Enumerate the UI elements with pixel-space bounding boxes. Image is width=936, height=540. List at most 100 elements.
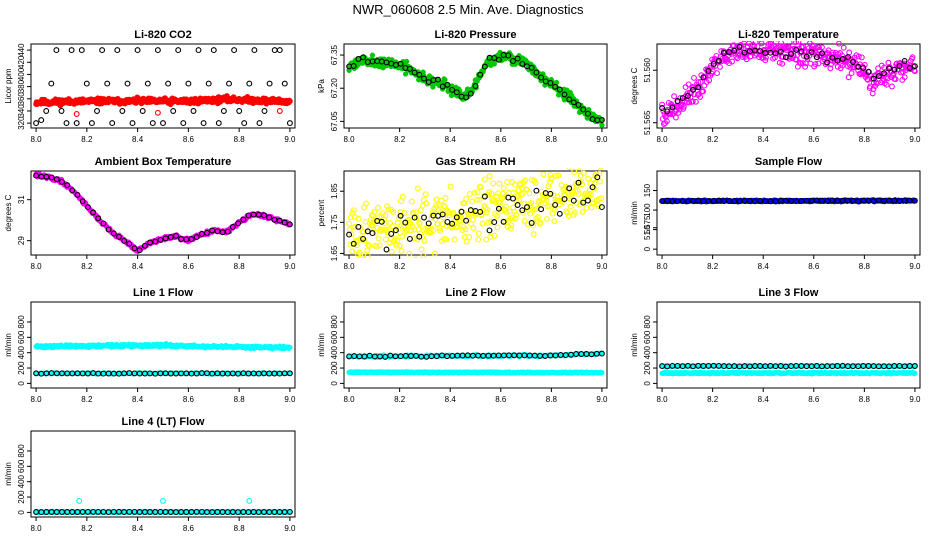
data-point <box>772 50 779 57</box>
x-tick-label: 8.2 <box>394 135 406 144</box>
data-point <box>64 182 71 189</box>
data-point <box>512 215 519 222</box>
data-point <box>891 66 898 73</box>
data-point <box>848 70 855 77</box>
data-point <box>598 168 604 170</box>
data-point <box>90 209 97 216</box>
plot-area <box>346 350 605 376</box>
data-point <box>553 172 560 179</box>
data-point <box>574 188 581 195</box>
data-point <box>813 54 820 61</box>
y-tick-label: 200 <box>17 361 26 375</box>
data-point <box>588 191 595 198</box>
y-axis-label: ml/min <box>630 201 639 225</box>
series-discrete <box>346 174 605 253</box>
data-point <box>758 41 765 47</box>
plot-area <box>33 341 293 377</box>
data-point <box>538 206 545 213</box>
y-tick-label: 67.35 <box>330 44 339 65</box>
data-point <box>281 219 288 226</box>
data-point <box>483 209 490 216</box>
data-point <box>663 118 670 125</box>
data-point <box>435 76 441 83</box>
x-tick-label: 8.6 <box>808 262 820 271</box>
x-tick-label: 8.8 <box>546 135 558 144</box>
plot-frame <box>30 301 296 389</box>
series-discrete <box>659 43 918 115</box>
y-tick-label: 51.575 <box>643 215 652 240</box>
x-tick-label: 8.4 <box>445 395 457 404</box>
data-point <box>578 178 585 185</box>
data-point <box>547 172 554 179</box>
data-point <box>447 183 454 190</box>
data-point <box>443 236 450 243</box>
series-discrete <box>33 370 293 377</box>
data-point <box>566 168 573 171</box>
data-point <box>392 227 399 234</box>
data-point <box>675 109 682 116</box>
data-point <box>812 61 819 68</box>
data-point <box>540 171 547 178</box>
data-point <box>561 196 568 203</box>
data-point <box>430 208 436 215</box>
data-point <box>585 175 592 182</box>
data-point <box>399 193 406 200</box>
data-point <box>231 47 238 54</box>
y-tick-label: 29 <box>17 236 26 245</box>
data-point <box>78 47 85 54</box>
data-point <box>433 196 440 203</box>
data-point <box>551 218 558 225</box>
data-point <box>371 209 378 215</box>
data-point <box>420 253 427 258</box>
x-tick-label: 8.0 <box>656 262 668 271</box>
data-point <box>486 173 493 180</box>
plot-frame <box>343 43 608 129</box>
y-tick-label: 1.75 <box>330 214 339 230</box>
data-point <box>598 195 605 202</box>
data-point <box>408 227 415 234</box>
data-point <box>491 61 497 67</box>
data-point <box>513 211 520 218</box>
data-point <box>453 224 460 231</box>
y-tick-label: 0 <box>643 246 652 251</box>
data-point <box>710 60 717 67</box>
chart-title: Sample Flow <box>755 156 823 168</box>
data-point <box>552 83 559 90</box>
y-tick-label: 800 <box>643 315 652 329</box>
x-tick-label: 9.0 <box>284 135 296 144</box>
data-point <box>141 242 148 249</box>
x-tick-label: 8.2 <box>81 262 93 271</box>
chart-title: Li-820 Pressure <box>435 29 517 41</box>
data-point <box>43 108 50 114</box>
data-point <box>479 220 486 227</box>
data-point <box>286 120 293 127</box>
data-point <box>449 220 456 227</box>
y-tick-label: 67.20 <box>330 78 339 99</box>
data-point <box>421 75 427 82</box>
data-point <box>346 231 353 238</box>
data-point <box>425 79 432 86</box>
data-point <box>416 233 423 240</box>
data-point <box>582 162 587 167</box>
data-point <box>762 57 769 64</box>
data-point <box>717 63 723 70</box>
data-point <box>580 199 587 206</box>
data-point <box>829 54 836 61</box>
x-tick-label: 8.4 <box>132 262 144 271</box>
data-point <box>595 202 602 209</box>
data-point <box>470 225 477 231</box>
data-point <box>477 184 484 191</box>
data-point <box>598 204 605 211</box>
x-tick-label: 9.0 <box>596 135 608 144</box>
data-point <box>552 201 559 208</box>
data-point <box>388 230 395 237</box>
data-point <box>380 226 387 233</box>
data-point <box>379 227 386 234</box>
x-tick-label: 8.0 <box>31 395 43 404</box>
data-point <box>398 247 405 254</box>
data-point <box>669 104 676 111</box>
data-point <box>538 74 545 81</box>
data-point <box>583 204 590 211</box>
